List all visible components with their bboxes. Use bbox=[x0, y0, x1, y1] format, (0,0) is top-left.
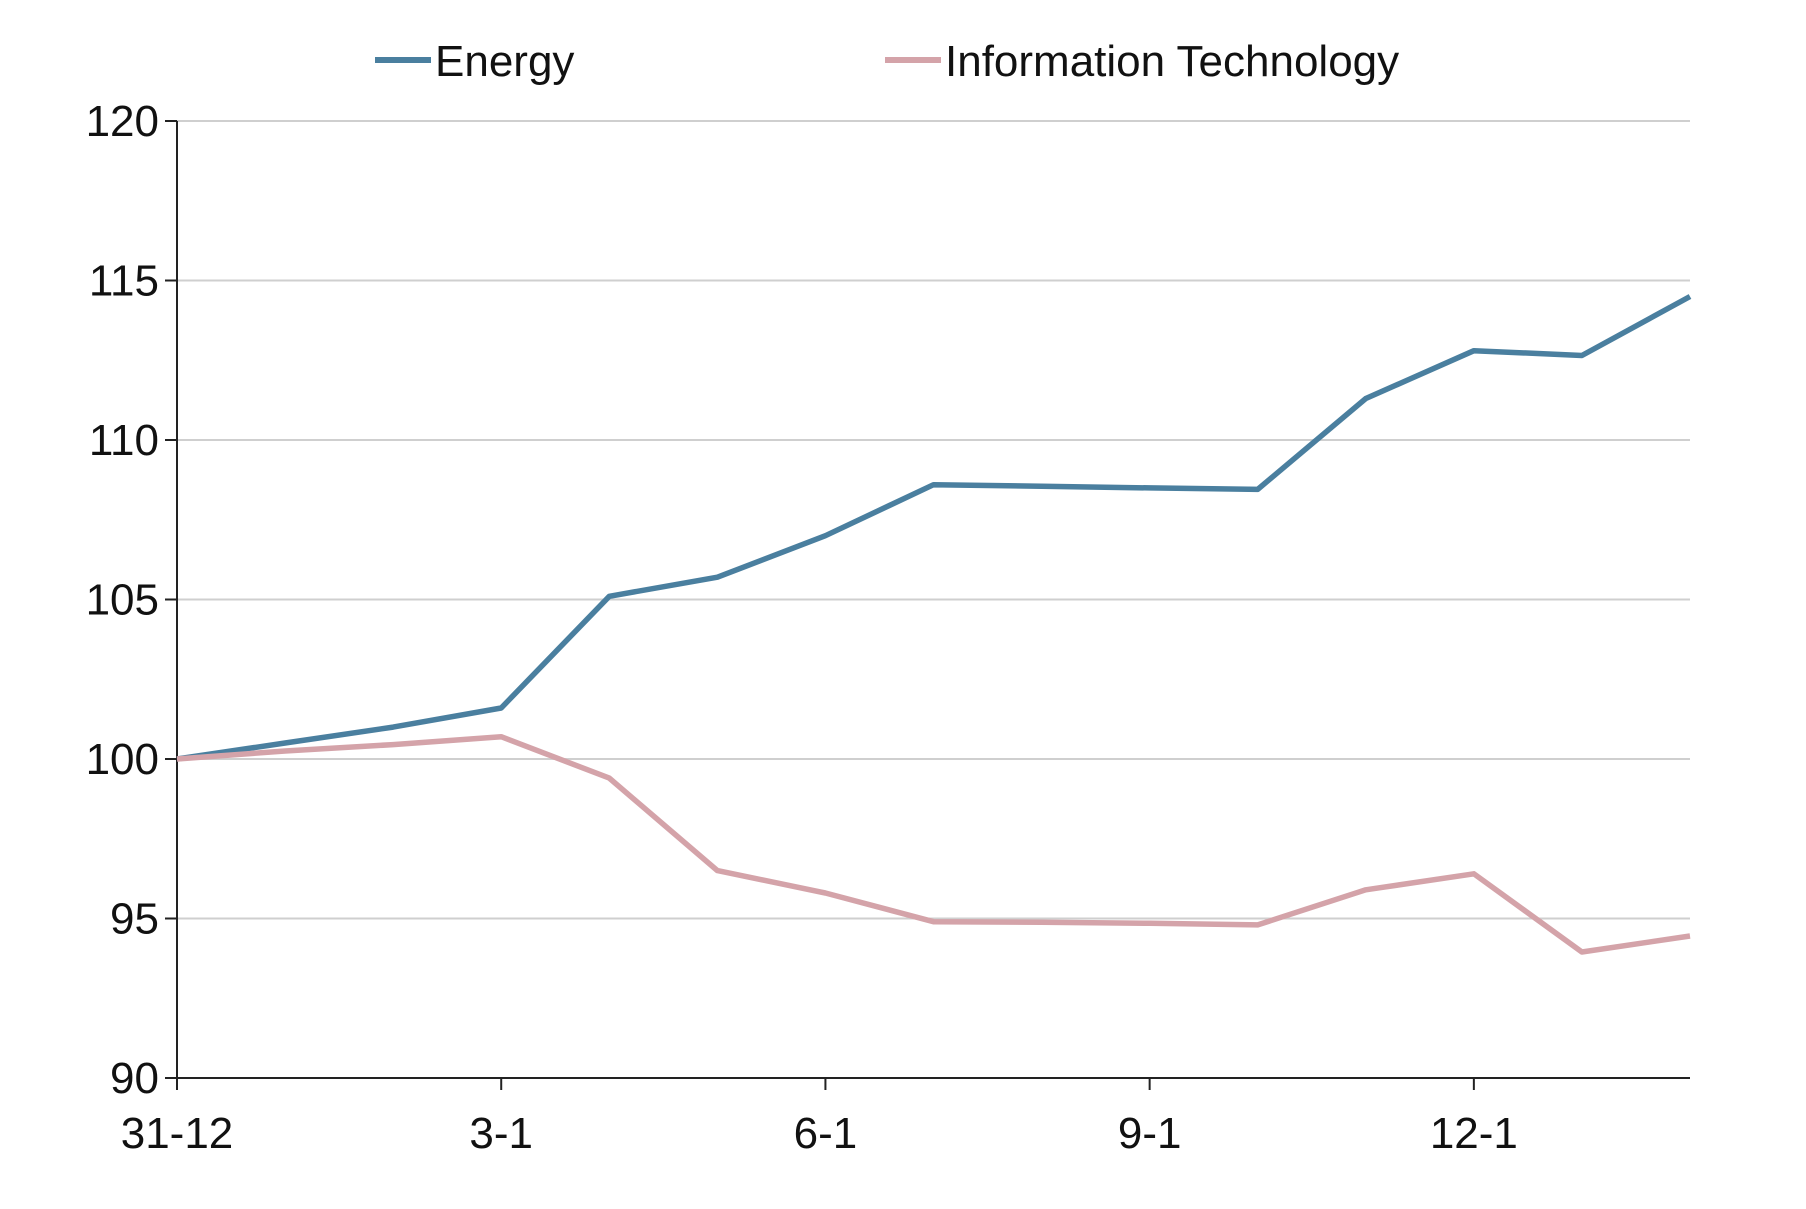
x-tick-label: 31-12 bbox=[121, 1109, 234, 1158]
x-tick-label: 3-1 bbox=[469, 1109, 533, 1158]
y-tick-label: 115 bbox=[89, 257, 159, 306]
legend-label: Energy bbox=[435, 37, 574, 86]
gridlines bbox=[177, 120, 1690, 920]
y-tick-label: 120 bbox=[86, 97, 159, 146]
y-axis-ticks: 90 95 100 105 110 115 120 bbox=[86, 97, 177, 1103]
series-line-information-technology bbox=[176, 733, 1691, 955]
x-axis-ticks: 31-12 3-1 6-1 9-1 12-1 bbox=[121, 1078, 1518, 1158]
x-tick-label: 6-1 bbox=[794, 1109, 858, 1158]
legend-item-information-technology: Information Technology bbox=[885, 37, 1399, 86]
y-tick-label: 110 bbox=[89, 416, 159, 465]
x-tick-label: 9-1 bbox=[1118, 1109, 1182, 1158]
series-line-energy bbox=[176, 294, 1692, 762]
legend: Energy Information Technology bbox=[375, 37, 1399, 86]
y-tick-label: 100 bbox=[86, 735, 159, 784]
legend-label: Information Technology bbox=[945, 37, 1399, 86]
legend-item-energy: Energy bbox=[375, 37, 574, 86]
y-tick-label: 105 bbox=[86, 576, 159, 625]
y-tick-label: 95 bbox=[110, 895, 159, 944]
series-group bbox=[176, 294, 1692, 955]
y-tick-label: 90 bbox=[110, 1054, 159, 1103]
x-tick-label: 12-1 bbox=[1430, 1109, 1518, 1158]
